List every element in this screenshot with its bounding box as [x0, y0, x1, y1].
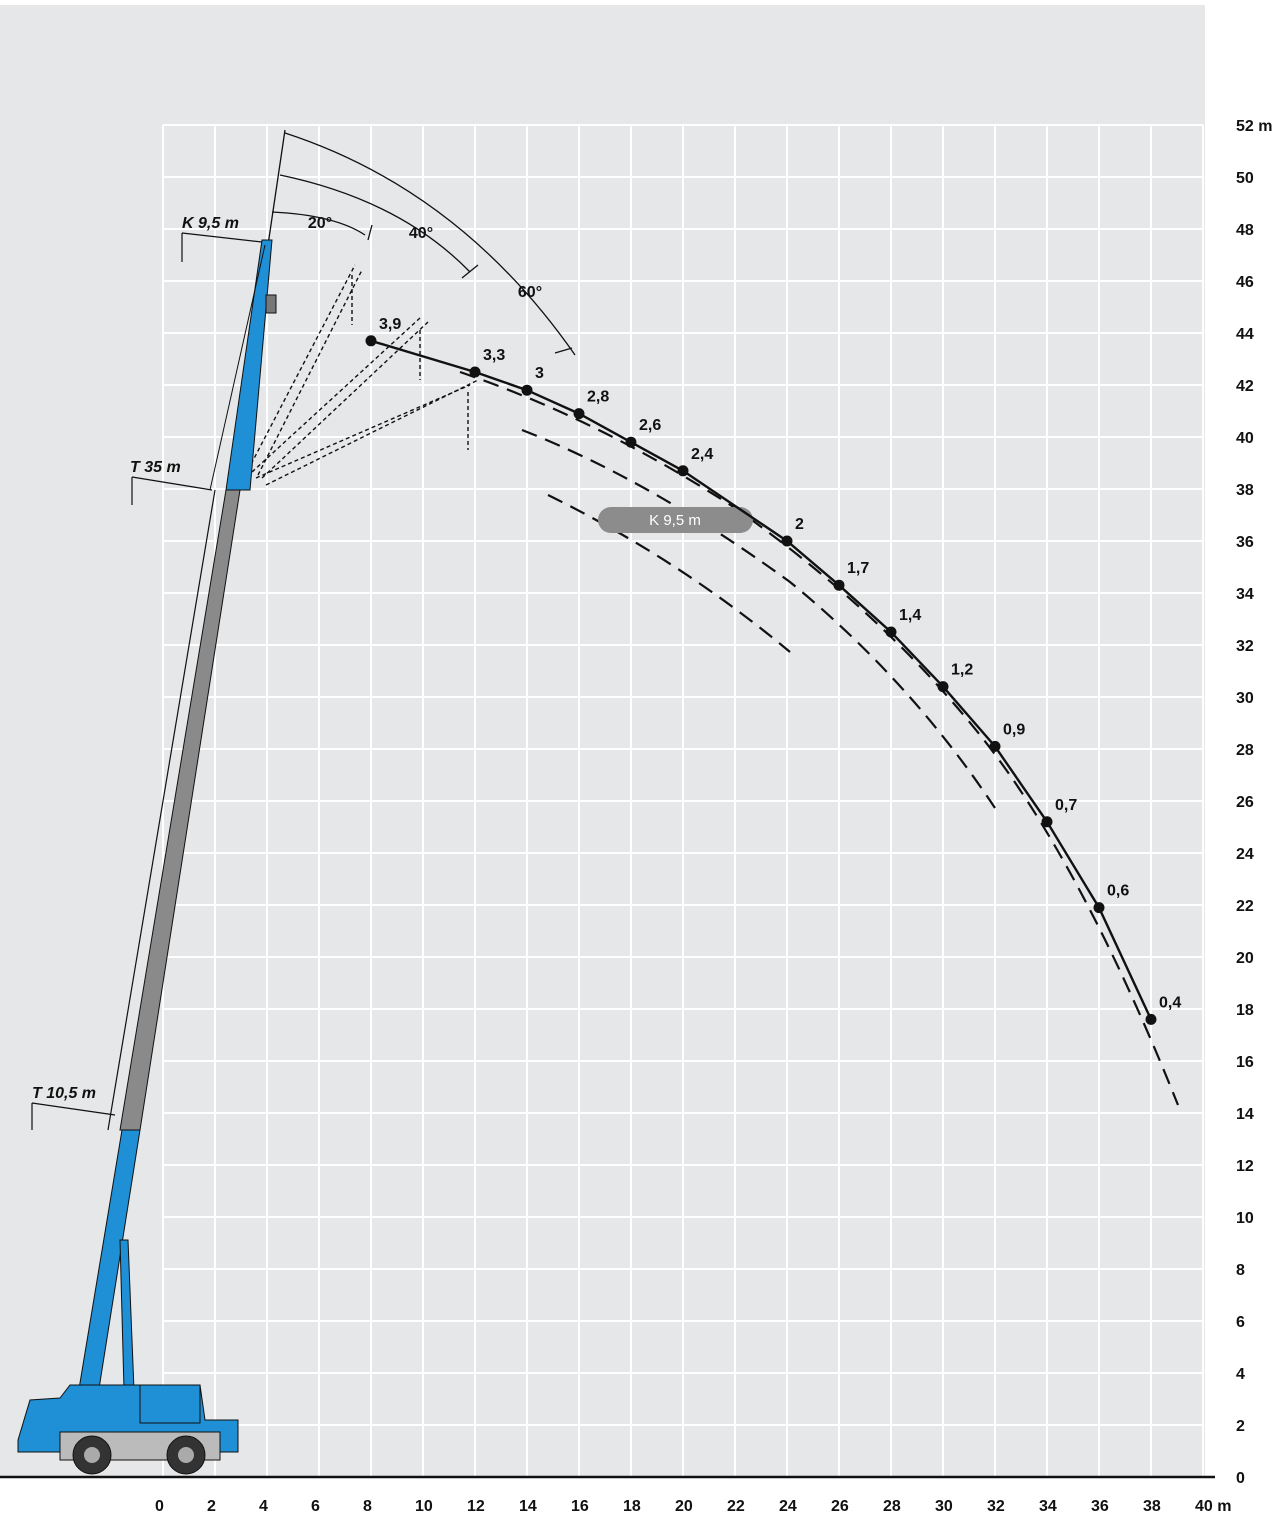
y-tick-label: 40 [1236, 430, 1254, 447]
load-point [1093, 902, 1105, 914]
x-tick-label: 4 [259, 1498, 268, 1515]
crane [17, 239, 277, 1475]
point-label: 1,2 [951, 662, 973, 679]
y-tick-label: 46 [1236, 274, 1254, 291]
annotation: 60° [518, 284, 542, 301]
load-point [1041, 816, 1053, 828]
annotation: K 9,5 m [182, 215, 239, 232]
load-point [989, 740, 1001, 752]
y-tick-label: 2 [1236, 1418, 1245, 1435]
point-label: 2,8 [587, 389, 609, 406]
y-tick-label: 44 [1236, 326, 1254, 343]
x-tick-label: 32 [987, 1498, 1005, 1515]
y-tick-label: 8 [1236, 1262, 1245, 1279]
x-tick-label: 36 [1091, 1498, 1109, 1515]
y-tick-label: 50 [1236, 170, 1254, 187]
y-tick-label: 10 [1236, 1210, 1254, 1227]
y-tick-label: 18 [1236, 1002, 1254, 1019]
badge [598, 507, 753, 533]
jib-positions [247, 264, 479, 486]
y-tick-label: 20 [1236, 950, 1254, 967]
x-tick-label: 18 [623, 1498, 641, 1515]
load-point [625, 436, 637, 448]
x-tick-label: 10 [415, 1498, 433, 1515]
point-label: 0,4 [1159, 994, 1181, 1011]
y-tick-label: 22 [1236, 898, 1254, 915]
y-tick-label: 30 [1236, 690, 1254, 707]
angle-arcs [267, 129, 576, 356]
y-tick-label: 0 [1236, 1470, 1245, 1487]
load-point [1145, 1013, 1157, 1025]
load-point [573, 408, 585, 420]
x-tick-label: 2 [207, 1498, 216, 1515]
load-point [521, 384, 533, 396]
point-label: 2,4 [691, 446, 713, 463]
x-tick-label: 24 [779, 1498, 797, 1515]
dashed-curve [547, 494, 791, 653]
load-point [781, 535, 793, 547]
load-point [677, 465, 689, 477]
x-tick-label: 16 [571, 1498, 589, 1515]
plot-background [0, 5, 1205, 1477]
load-point [469, 366, 481, 378]
badge-label: K 9,5 m [649, 512, 701, 529]
point-label: 3 [535, 365, 544, 382]
load-point [937, 681, 949, 693]
y-tick-label: 16 [1236, 1054, 1254, 1071]
y-tick-label: 32 [1236, 638, 1254, 655]
y-tick-label: 36 [1236, 534, 1254, 551]
annotation: 40° [409, 225, 433, 242]
y-tick-label: 12 [1236, 1158, 1254, 1175]
annotation: T 10,5 m [32, 1085, 96, 1102]
point-label: 0,6 [1107, 883, 1129, 900]
point-label: 0,9 [1003, 721, 1025, 738]
annotation: T 35 m [130, 459, 181, 476]
y-tick-label: 6 [1236, 1314, 1245, 1331]
annotation: 20° [308, 215, 332, 232]
point-label: 1,7 [847, 560, 869, 577]
dashed-curve [521, 428, 996, 809]
x-tick-label: 40 m [1195, 1498, 1231, 1515]
point-label: 3,3 [483, 347, 505, 364]
point-label: 1,4 [899, 607, 921, 624]
y-tick-label: 4 [1236, 1366, 1245, 1383]
x-tick-label: 34 [1039, 1498, 1057, 1515]
y-tick-label: 28 [1236, 742, 1254, 759]
x-tick-label: 28 [883, 1498, 901, 1515]
y-tick-label: 52 m [1236, 118, 1272, 135]
y-tick-label: 34 [1236, 586, 1254, 603]
load-point [365, 335, 377, 347]
point-label: 3,9 [379, 316, 401, 333]
point-label: 0,7 [1055, 797, 1077, 814]
load-curve [370, 339, 1153, 1020]
load-point [885, 626, 897, 638]
x-tick-label: 22 [727, 1498, 745, 1515]
y-tick-label: 26 [1236, 794, 1254, 811]
point-label: 2 [795, 516, 804, 533]
y-tick-label: 14 [1236, 1106, 1254, 1123]
grid [162, 124, 1204, 1478]
load-point [833, 579, 845, 591]
y-tick-label: 38 [1236, 482, 1254, 499]
y-tick-label: 48 [1236, 222, 1254, 239]
x-tick-label: 20 [675, 1498, 693, 1515]
x-tick-label: 26 [831, 1498, 849, 1515]
x-tick-label: 0 [155, 1498, 164, 1515]
x-tick-label: 8 [363, 1498, 372, 1515]
point-label: 2,6 [639, 417, 661, 434]
y-tick-label: 24 [1236, 846, 1254, 863]
x-tick-label: 12 [467, 1498, 485, 1515]
x-tick-label: 30 [935, 1498, 953, 1515]
annotation-leaders [31, 232, 263, 1130]
x-tick-label: 6 [311, 1498, 320, 1515]
x-tick-label: 38 [1143, 1498, 1161, 1515]
y-tick-label: 42 [1236, 378, 1254, 395]
x-tick-label: 14 [519, 1498, 537, 1515]
